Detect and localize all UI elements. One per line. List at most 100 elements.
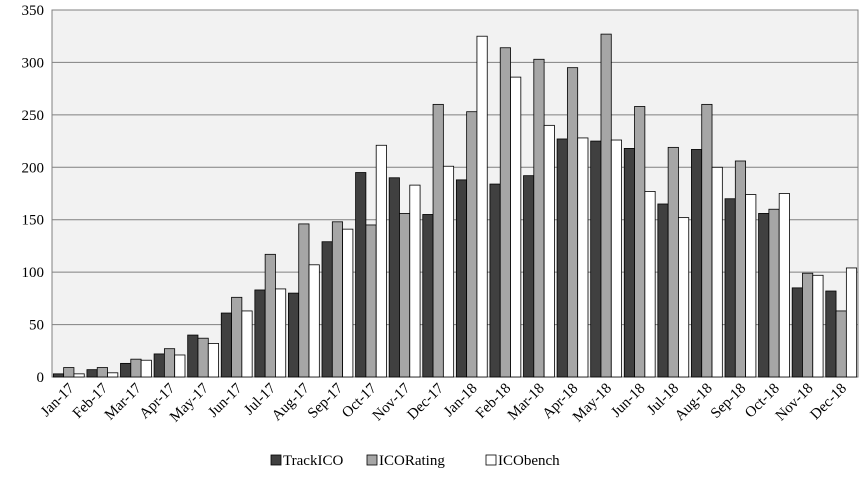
legend-swatch-trackico xyxy=(270,454,282,466)
bar-icorating-oct-18 xyxy=(768,208,780,378)
bar-trackico-may-17 xyxy=(187,334,199,378)
bar-icobench-dec-18 xyxy=(845,267,858,378)
bar-icobench-sep-17 xyxy=(342,228,354,378)
y-tick-label: 250 xyxy=(22,108,45,124)
bar-icorating-dec-18 xyxy=(835,310,847,378)
bar-icorating-sep-17 xyxy=(331,221,344,378)
x-tick-label: Sep-18 xyxy=(708,381,749,422)
bar-icobench-may-18 xyxy=(610,139,622,378)
bar-icorating-may-18 xyxy=(600,33,612,378)
bar-trackico-sep-17 xyxy=(321,241,333,378)
bar-icorating-feb-18 xyxy=(499,47,511,378)
legend-swatch-icobench xyxy=(485,454,497,466)
x-tick-label: Jan-17 xyxy=(38,380,78,420)
bar-trackico-feb-18 xyxy=(489,183,501,378)
legend-label-trackico: TrackICO xyxy=(283,453,343,469)
bar-icorating-mar-18 xyxy=(533,58,545,378)
bar-trackico-oct-17 xyxy=(355,172,367,378)
x-tick-label: Jun-17 xyxy=(205,380,246,421)
x-tick-label: Dec-17 xyxy=(404,380,447,423)
x-tick-label: Nov-17 xyxy=(370,380,414,424)
bar-trackico-oct-18 xyxy=(758,213,770,378)
legend-label-icorating: ICORating xyxy=(379,453,445,469)
bar-icorating-oct-17 xyxy=(365,224,377,378)
bar-trackico-aug-17 xyxy=(288,292,300,378)
bar-icobench-oct-17 xyxy=(375,144,387,378)
x-tick-label: Jun-18 xyxy=(608,381,648,421)
x-tick-label: Nov-18 xyxy=(773,381,817,425)
bar-icobench-feb-17 xyxy=(107,372,119,378)
bar-icorating-jul-18 xyxy=(667,146,679,378)
bar-trackico-dec-17 xyxy=(422,214,434,378)
bar-trackico-apr-17 xyxy=(153,353,165,378)
plot-area xyxy=(51,9,859,378)
bar-trackico-apr-18 xyxy=(556,138,568,378)
bar-icobench-may-17 xyxy=(207,343,219,378)
legend: TrackICO ICORating ICObench xyxy=(270,453,560,469)
bar-icorating-sep-18 xyxy=(734,160,747,378)
bar-icobench-sep-18 xyxy=(745,194,757,378)
bar-icorating-jan-18 xyxy=(466,111,478,378)
bar-icorating-aug-17 xyxy=(298,223,310,378)
bar-icobench-jan-17 xyxy=(73,373,85,378)
bar-icorating-jul-17 xyxy=(264,253,276,378)
bar-trackico-mar-17 xyxy=(120,362,132,378)
bar-icobench-apr-17 xyxy=(174,354,186,378)
x-tick-label: May-17 xyxy=(167,380,212,425)
x-tick-label: Sep-17 xyxy=(305,380,347,422)
bar-trackico-dec-18 xyxy=(825,290,837,378)
bar-trackico-sep-18 xyxy=(724,198,736,378)
bar-icorating-aug-18 xyxy=(701,103,713,378)
bar-icobench-nov-18 xyxy=(812,274,824,378)
bars xyxy=(52,33,858,378)
bar-trackico-mar-18 xyxy=(523,175,535,378)
x-axis: Jan-17Feb-17Mar-17Apr-17May-17Jun-17Jul-… xyxy=(38,380,850,425)
y-tick-label: 50 xyxy=(29,318,44,334)
bar-trackico-jun-17 xyxy=(220,312,232,378)
bar-icorating-apr-18 xyxy=(566,67,579,378)
bar-icobench-nov-17 xyxy=(409,184,421,378)
bar-icobench-mar-17 xyxy=(140,359,152,378)
bar-trackico-nov-17 xyxy=(388,177,400,378)
bar-trackico-jul-18 xyxy=(657,203,669,378)
bar-icobench-mar-18 xyxy=(543,124,555,378)
legend-label-icobench: ICObench xyxy=(498,453,560,469)
bar-trackico-jul-17 xyxy=(254,289,266,378)
bar-icorating-jun-17 xyxy=(231,296,243,378)
x-tick-label: Mar-17 xyxy=(102,380,145,423)
bar-trackico-jan-17 xyxy=(52,373,65,378)
bar-trackico-aug-18 xyxy=(691,149,703,378)
bar-icorating-jun-18 xyxy=(634,106,646,378)
gridlines xyxy=(52,61,858,326)
legend-swatch-icorating xyxy=(366,454,378,466)
y-tick-label: 300 xyxy=(22,55,45,71)
x-tick-label: Dec-18 xyxy=(807,381,850,424)
bar-icorating-dec-17 xyxy=(432,103,444,378)
y-axis: 0 50 100 150 200 250 300 350 xyxy=(22,3,45,386)
y-tick-label: 200 xyxy=(22,160,45,176)
bar-icobench-aug-17 xyxy=(308,264,320,378)
x-tick-label: Jan-18 xyxy=(441,381,481,421)
bar-icobench-dec-17 xyxy=(442,165,455,378)
x-tick-label: Aug-18 xyxy=(672,381,716,425)
bar-trackico-feb-17 xyxy=(86,369,98,378)
bar-icobench-jan-18 xyxy=(476,35,488,378)
bar-icorating-nov-17 xyxy=(399,213,411,378)
bar-trackico-nov-18 xyxy=(791,287,803,378)
y-tick-label: 350 xyxy=(22,3,45,19)
y-tick-label: 0 xyxy=(37,370,45,386)
bar-icobench-feb-18 xyxy=(510,76,522,378)
bar-icorating-may-17 xyxy=(197,337,209,378)
bar-icorating-nov-18 xyxy=(802,272,814,378)
bar-trackico-jun-18 xyxy=(623,148,635,378)
bar-trackico-jan-18 xyxy=(455,179,468,378)
y-tick-label: 150 xyxy=(22,213,45,229)
bar-icobench-jul-18 xyxy=(678,217,690,378)
bar-icorating-apr-17 xyxy=(163,348,176,378)
x-tick-label: Aug-17 xyxy=(269,380,313,424)
x-tick-label: Mar-18 xyxy=(505,381,548,424)
bar-icorating-mar-17 xyxy=(130,358,142,378)
bar-icorating-jan-17 xyxy=(63,367,75,378)
bar-icobench-oct-18 xyxy=(778,193,790,378)
